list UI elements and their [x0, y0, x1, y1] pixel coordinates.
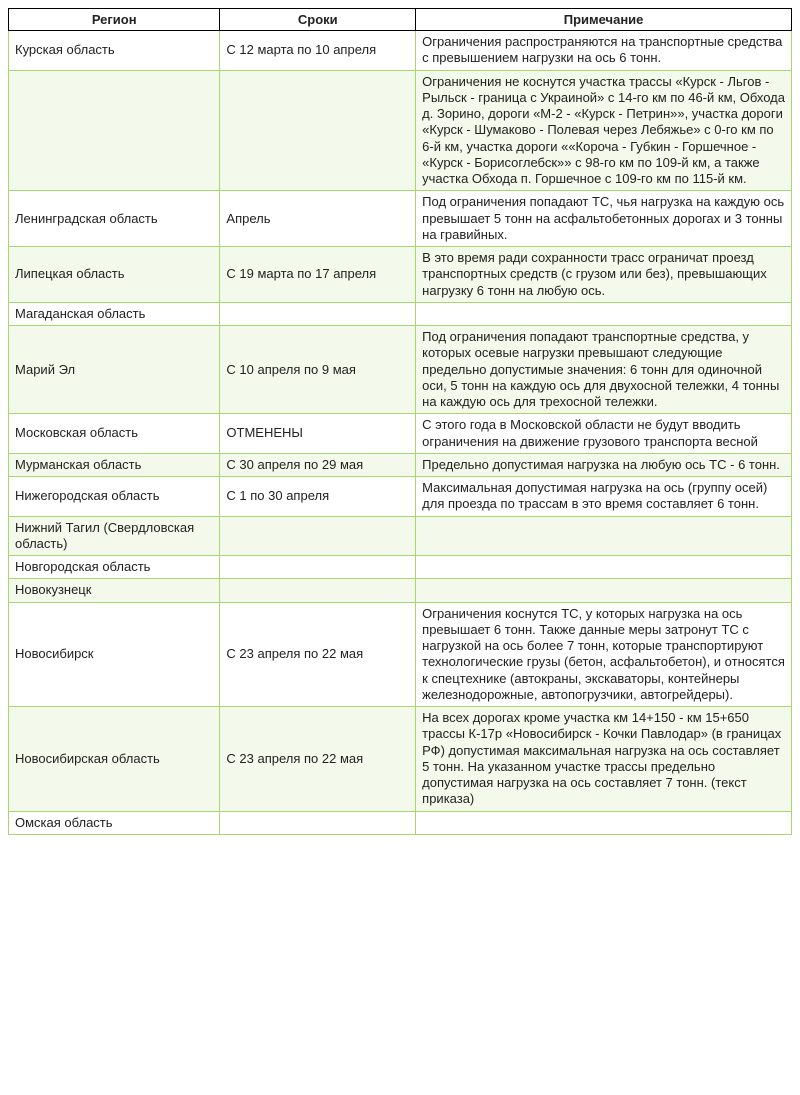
table-row: Магаданская область: [9, 302, 792, 325]
cell-note: Ограничения коснутся ТС, у которых нагру…: [416, 602, 792, 707]
col-header-region: Регион: [9, 9, 220, 31]
cell-dates: С 12 марта по 10 апреля: [220, 31, 416, 71]
table-row: Новосибирская областьС 23 апреля по 22 м…: [9, 707, 792, 812]
col-header-dates: Сроки: [220, 9, 416, 31]
table-row: Курская областьС 12 марта по 10 апреляОг…: [9, 31, 792, 71]
cell-region: Марий Эл: [9, 326, 220, 414]
cell-note: Предельно допустимая нагрузка на любую о…: [416, 453, 792, 476]
cell-dates: ОТМЕНЕНЫ: [220, 414, 416, 454]
cell-region: Московская область: [9, 414, 220, 454]
cell-note: Под ограничения попадают ТС, чья нагрузк…: [416, 191, 792, 247]
cell-dates: [220, 70, 416, 191]
cell-region: Мурманская область: [9, 453, 220, 476]
cell-region: Новгородская область: [9, 556, 220, 579]
table-row: Мурманская областьС 30 апреля по 29 маяП…: [9, 453, 792, 476]
table-row: Новгородская область: [9, 556, 792, 579]
cell-note: На всех дорогах кроме участка км 14+150 …: [416, 707, 792, 812]
cell-note: [416, 579, 792, 602]
cell-note: [416, 556, 792, 579]
cell-region: Омская область: [9, 811, 220, 834]
cell-dates: [220, 579, 416, 602]
cell-note: С этого года в Московской области не буд…: [416, 414, 792, 454]
cell-region: Нижний Тагил (Свердловская область): [9, 516, 220, 556]
cell-dates: С 10 апреля по 9 мая: [220, 326, 416, 414]
cell-dates: С 30 апреля по 29 мая: [220, 453, 416, 476]
table-row: Марий ЭлС 10 апреля по 9 маяПод ограниче…: [9, 326, 792, 414]
table-row: Ограничения не коснутся участка трассы «…: [9, 70, 792, 191]
regions-table: Регион Сроки Примечание Курская областьС…: [8, 8, 792, 835]
cell-dates: [220, 556, 416, 579]
cell-region: Новосибирск: [9, 602, 220, 707]
table-row: Ленинградская областьАпрельПод ограничен…: [9, 191, 792, 247]
table-row: НовосибирскС 23 апреля по 22 маяОграниче…: [9, 602, 792, 707]
cell-region: Магаданская область: [9, 302, 220, 325]
cell-note: [416, 302, 792, 325]
cell-note: В это время ради сохранности трасс огран…: [416, 247, 792, 303]
cell-note: [416, 516, 792, 556]
cell-dates: [220, 302, 416, 325]
cell-region: Ленинградская область: [9, 191, 220, 247]
cell-region: Липецкая область: [9, 247, 220, 303]
table-row: Омская область: [9, 811, 792, 834]
cell-note: Под ограничения попадают транспортные ср…: [416, 326, 792, 414]
cell-note: [416, 811, 792, 834]
table-row: Московская областьОТМЕНЕНЫС этого года в…: [9, 414, 792, 454]
cell-note: Ограничения не коснутся участка трассы «…: [416, 70, 792, 191]
table-body: Курская областьС 12 марта по 10 апреляОг…: [9, 31, 792, 835]
cell-dates: С 23 апреля по 22 мая: [220, 707, 416, 812]
cell-note: Ограничения распространяются на транспор…: [416, 31, 792, 71]
cell-dates: С 19 марта по 17 апреля: [220, 247, 416, 303]
col-header-note: Примечание: [416, 9, 792, 31]
table-row: Липецкая областьС 19 марта по 17 апреляВ…: [9, 247, 792, 303]
cell-note: Максимальная допустимая нагрузка на ось …: [416, 477, 792, 517]
table-row: Новокузнецк: [9, 579, 792, 602]
cell-region: [9, 70, 220, 191]
cell-dates: [220, 811, 416, 834]
cell-region: Курская область: [9, 31, 220, 71]
cell-region: Новосибирская область: [9, 707, 220, 812]
cell-region: Нижегородская область: [9, 477, 220, 517]
table-header-row: Регион Сроки Примечание: [9, 9, 792, 31]
cell-region: Новокузнецк: [9, 579, 220, 602]
table-row: Нижний Тагил (Свердловская область): [9, 516, 792, 556]
cell-dates: С 1 по 30 апреля: [220, 477, 416, 517]
table-row: Нижегородская областьС 1 по 30 апреляМак…: [9, 477, 792, 517]
cell-dates: С 23 апреля по 22 мая: [220, 602, 416, 707]
cell-dates: Апрель: [220, 191, 416, 247]
cell-dates: [220, 516, 416, 556]
